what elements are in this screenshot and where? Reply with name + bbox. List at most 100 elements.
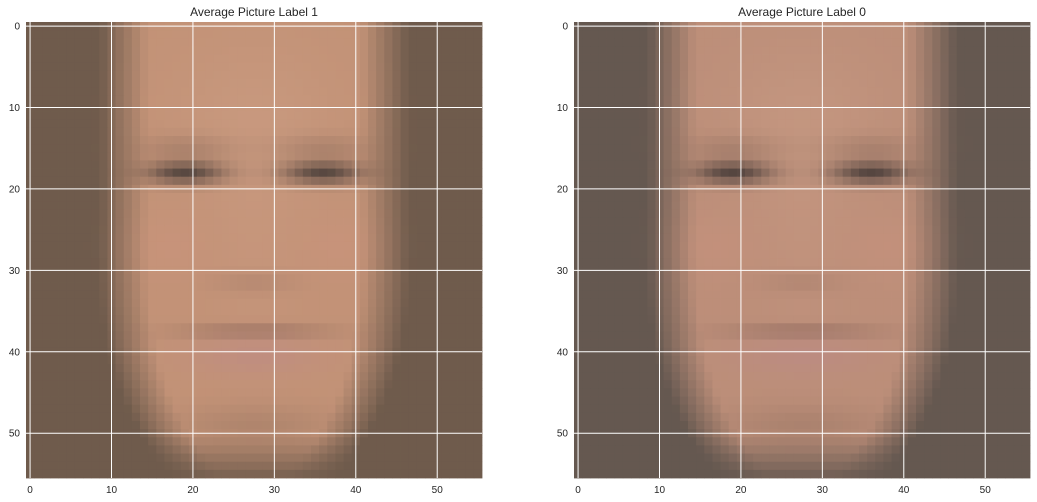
image-pixel (441, 364, 450, 373)
image-pixel (973, 233, 982, 243)
image-pixel (1021, 70, 1031, 80)
image-pixel (74, 323, 84, 332)
image-pixel (319, 380, 328, 389)
image-pixel (728, 282, 738, 292)
image-pixel (582, 160, 591, 169)
image-pixel (123, 152, 133, 161)
image-pixel (712, 282, 721, 292)
image-pixel (376, 372, 385, 381)
image-pixel (172, 136, 182, 145)
image-pixel (229, 144, 239, 153)
image-pixel (704, 46, 713, 55)
image-pixel (408, 176, 418, 186)
image-pixel (140, 290, 149, 300)
image-pixel (720, 201, 730, 210)
image-pixel (42, 144, 51, 153)
image-pixel (359, 233, 369, 243)
image-pixel (205, 62, 214, 72)
image-pixel (286, 119, 296, 129)
image-pixel (99, 461, 108, 471)
image-pixel (197, 70, 206, 80)
image-pixel (834, 87, 844, 96)
image-pixel (58, 176, 68, 186)
image-pixel (262, 233, 271, 243)
image-pixel (457, 127, 467, 137)
image-pixel (302, 258, 312, 267)
image-pixel (237, 290, 247, 300)
image-pixel (311, 372, 320, 381)
image-pixel (712, 87, 721, 96)
image-pixel (66, 412, 76, 422)
image-pixel (262, 160, 271, 169)
image-pixel (924, 46, 933, 55)
image-pixel (180, 421, 190, 430)
image-pixel (368, 62, 377, 72)
image-pixel (416, 111, 426, 121)
image-pixel (728, 209, 738, 218)
x-tick-label: 0 (27, 485, 33, 496)
image-pixel (793, 79, 803, 88)
image-pixel (50, 437, 59, 446)
image-pixel (164, 87, 173, 96)
image-pixel (164, 380, 173, 389)
image-pixel (148, 412, 157, 422)
image-pixel (916, 217, 925, 226)
image-pixel (205, 233, 214, 243)
image-pixel (197, 241, 206, 251)
image-pixel (302, 217, 312, 226)
image-pixel (164, 307, 173, 316)
image-pixel (148, 421, 157, 430)
image-pixel (745, 209, 754, 218)
image-pixel (205, 380, 214, 389)
image-pixel (384, 160, 393, 169)
image-pixel (745, 217, 754, 226)
image-pixel (42, 30, 51, 39)
image-pixel (416, 339, 426, 349)
image-pixel (262, 136, 271, 145)
image-pixel (425, 421, 434, 430)
image-pixel (115, 421, 125, 430)
image-pixel (172, 307, 182, 316)
image-pixel (278, 339, 287, 349)
image-pixel (400, 233, 410, 243)
y-tick-label: 50 (9, 429, 21, 440)
image-pixel (180, 453, 190, 463)
image-pixel (384, 87, 393, 96)
image-pixel (123, 95, 133, 104)
image-pixel (319, 355, 328, 365)
image-pixel (123, 62, 133, 72)
image-pixel (254, 136, 263, 145)
image-pixel (58, 307, 68, 316)
image-pixel (262, 127, 271, 137)
image-pixel (956, 193, 966, 202)
image-pixel (343, 70, 353, 80)
image-pixel (631, 87, 640, 96)
image-pixel (457, 298, 467, 308)
image-pixel (875, 201, 884, 210)
image-pixel (91, 445, 100, 454)
image-pixel (237, 46, 247, 55)
image-pixel (1021, 79, 1031, 88)
image-pixel (384, 331, 393, 340)
image-pixel (408, 225, 418, 235)
image-pixel (172, 274, 182, 283)
image-pixel (50, 307, 59, 316)
image-pixel (302, 339, 312, 349)
image-pixel (777, 127, 787, 137)
image-pixel (671, 209, 681, 218)
image-pixel (614, 70, 624, 80)
image-pixel (376, 176, 385, 186)
image-pixel (221, 396, 230, 406)
image-pixel (66, 307, 76, 316)
image-pixel (148, 364, 157, 373)
image-pixel (99, 46, 108, 55)
image-pixel (319, 70, 328, 80)
image-pixel (712, 111, 721, 121)
image-pixel (696, 38, 705, 47)
image-pixel (254, 396, 263, 406)
image-pixel (745, 241, 754, 251)
image-pixel (229, 461, 239, 471)
image-pixel (221, 453, 230, 463)
image-pixel (932, 127, 941, 137)
image-pixel (793, 225, 803, 235)
